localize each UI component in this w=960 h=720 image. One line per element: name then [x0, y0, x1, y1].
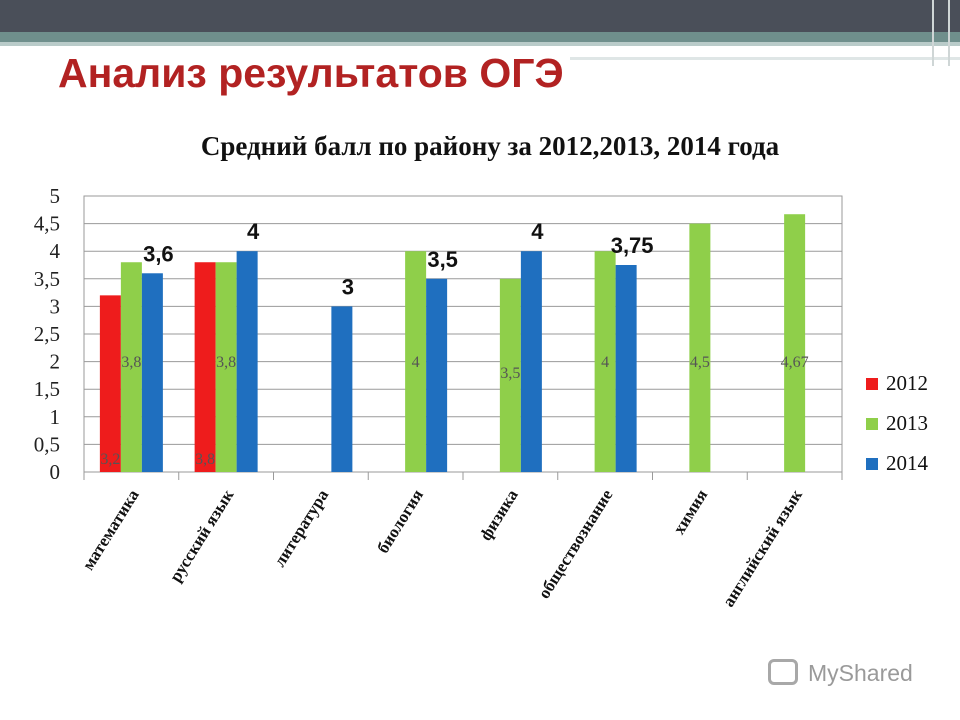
legend-label: 2012 [886, 371, 928, 395]
myshared-logo: MyShared [768, 656, 928, 692]
data-label-2014: 4 [531, 219, 544, 244]
y-tick-label: 2,5 [34, 322, 60, 346]
bar-2014 [520, 251, 542, 472]
legend-swatch-2013 [866, 418, 878, 430]
x-tick-label: математика [78, 486, 143, 574]
data-label-2014: 3,75 [611, 233, 654, 258]
data-label-2013: 4,5 [690, 354, 710, 371]
top-bar [0, 0, 960, 32]
data-label-2013: 3,8 [216, 354, 236, 371]
bar-2013 [689, 223, 711, 472]
presentation-icon [768, 659, 798, 685]
decor-vertical-lines [932, 0, 950, 66]
bar-2013 [405, 251, 427, 472]
decor-line [570, 50, 890, 53]
bar-2013 [499, 278, 521, 472]
legend-label: 2014 [886, 451, 929, 475]
data-label-2013: 3,8 [121, 354, 141, 371]
y-tick-label: 1 [50, 405, 61, 429]
bar-2013 [215, 262, 237, 472]
bar-2013 [120, 262, 142, 472]
data-label-2013: 3,5 [500, 365, 520, 382]
y-tick-label: 3 [50, 294, 61, 318]
x-tick-label: биология [373, 486, 427, 557]
bar-2014 [236, 251, 258, 472]
bar-2012 [194, 262, 216, 472]
legend-swatch-2014 [866, 458, 878, 470]
y-tick-label: 4 [50, 239, 61, 263]
x-tick-label: литература [270, 486, 333, 571]
data-label-2012: 3,2 [100, 451, 120, 468]
data-label-2013: 4,67 [781, 354, 809, 371]
x-tick-label: русский язык [166, 486, 238, 585]
x-tick-label: английский язык [719, 486, 807, 610]
data-label-2014: 3 [342, 274, 354, 299]
header-stripe-light [0, 42, 960, 46]
y-tick-label: 1,5 [34, 377, 60, 401]
x-tick-label: физика [476, 486, 522, 544]
logo-text: MyShared [808, 660, 913, 686]
bar-2013 [784, 214, 806, 472]
y-tick-label: 3,5 [34, 267, 60, 291]
bar-2014 [426, 278, 448, 472]
data-label-2014: 3,5 [427, 247, 458, 272]
bar-2014 [141, 273, 163, 472]
chart-title: Средний балл по району за 2012,2013, 201… [200, 131, 780, 161]
data-label-2013: 4 [412, 354, 420, 371]
bar-2014 [615, 265, 637, 472]
legend-swatch-2012 [866, 378, 878, 390]
decor-line [570, 57, 960, 60]
slide-title: Анализ результатов ОГЭ [58, 50, 564, 96]
x-tick-label: химия [669, 486, 711, 538]
y-tick-label: 0,5 [34, 432, 60, 456]
x-tick-label: обществознание [534, 486, 617, 602]
data-label-2012: 3,8 [195, 451, 215, 468]
bar-2014 [331, 306, 353, 472]
y-tick-label: 4,5 [34, 212, 60, 236]
data-label-2014: 3,6 [143, 241, 174, 266]
bar-2012 [99, 295, 121, 472]
header-stripe [0, 32, 960, 42]
y-tick-label: 2 [50, 350, 61, 374]
y-tick-label: 0 [50, 460, 61, 484]
y-tick-label: 5 [50, 184, 61, 208]
data-label-2014: 4 [247, 219, 260, 244]
legend-label: 2013 [886, 411, 928, 435]
bar-2013 [594, 251, 616, 472]
data-label-2013: 4 [601, 354, 609, 371]
